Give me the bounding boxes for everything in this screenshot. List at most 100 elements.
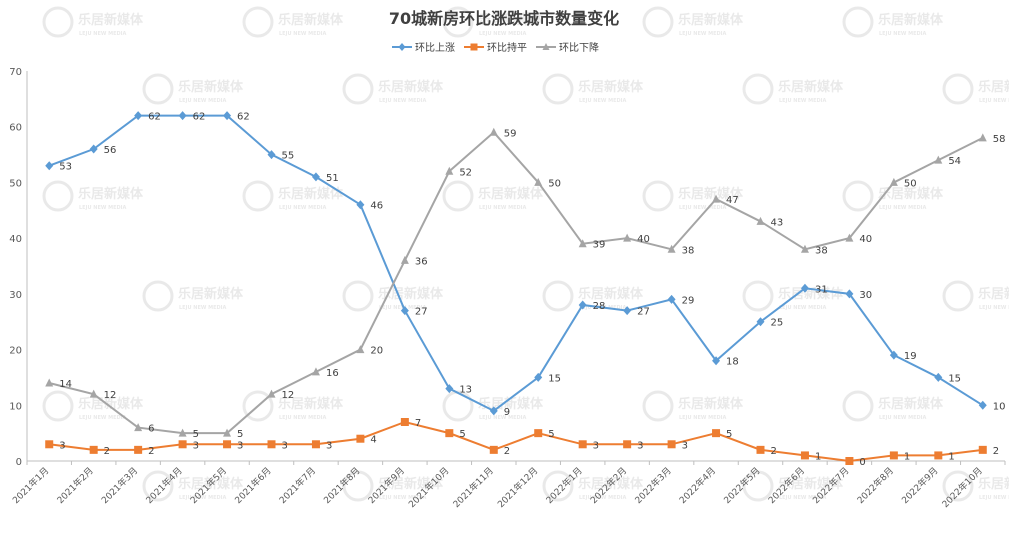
data-point [311, 367, 320, 376]
watermark-logo-icon [342, 73, 374, 105]
watermark-logo-icon [842, 180, 874, 212]
data-point [712, 194, 721, 203]
watermark-logo-icon [242, 390, 274, 422]
data-label: 29 [682, 295, 695, 306]
watermark-subtext: LEJU NEW MEDIA [579, 495, 627, 501]
watermark-logo-icon [342, 470, 374, 502]
data-point [400, 255, 409, 264]
data-label: 27 [637, 307, 650, 318]
watermark-logo-icon [42, 6, 74, 38]
data-label: 5 [726, 429, 732, 440]
watermark-layer: 乐居新媒体 LEJU NEW MEDIA 乐居新媒体 LEJU NEW MEDIA 乐居… [42, 6, 1009, 502]
series-line [48, 130, 984, 435]
data-point [889, 177, 898, 186]
watermark-subtext: LEJU NEW MEDIA [279, 205, 327, 211]
data-point [889, 350, 898, 360]
data-point [756, 445, 765, 454]
watermark-text: 乐居新媒体 [278, 12, 344, 28]
watermark-subtext: LEJU NEW MEDIA [79, 205, 127, 211]
series-diamond: 53 56 62 62 62 55 51 46 27 13 9 15 28 27 29 18 25 31 30 19 1… [45, 111, 1006, 418]
watermark-logo-icon [542, 73, 574, 105]
data-point [134, 111, 143, 121]
x-tick-label: 2021年3月 [99, 465, 140, 506]
legend-label: 环比下降 [559, 41, 599, 54]
data-point [223, 440, 232, 449]
data-label: 56 [104, 145, 117, 156]
data-point [845, 289, 854, 299]
data-point [89, 445, 98, 454]
data-point [178, 440, 187, 449]
data-label: 43 [771, 217, 784, 228]
x-tick-label: 2021年11月 [450, 465, 496, 511]
watermark-subtext: LEJU NEW MEDIA [379, 98, 427, 104]
watermark-subtext: LEJU NEW MEDIA [579, 98, 627, 104]
watermark-text: 乐居新媒体 [378, 79, 444, 95]
data-label: 6 [148, 424, 154, 435]
watermark-logo-icon [442, 6, 474, 38]
data-label: 5 [237, 429, 243, 440]
data-point [134, 423, 143, 432]
data-label: 0 [859, 457, 865, 468]
data-point [889, 451, 898, 460]
data-label: 47 [726, 195, 739, 206]
legend: 环比上涨 环比持平 环比下降 [392, 41, 599, 54]
data-point [356, 200, 365, 210]
data-label: 62 [148, 112, 161, 123]
series-line [49, 420, 983, 463]
data-point [311, 172, 320, 182]
watermark-text: 乐居新媒体 [778, 286, 844, 302]
data-label: 2 [771, 446, 777, 457]
watermark-logo-icon [942, 280, 974, 312]
legend-item: 环比上涨 [392, 42, 455, 54]
watermark-text: 乐居新媒体 [778, 476, 844, 492]
data-label: 3 [282, 440, 288, 451]
data-point [623, 306, 632, 316]
data-label: 1 [904, 451, 910, 462]
data-point [400, 306, 409, 316]
watermark-subtext: LEJU NEW MEDIA [179, 98, 227, 104]
data-label: 25 [771, 318, 784, 329]
watermark-text: 乐居新媒体 [878, 396, 944, 412]
data-point [445, 384, 454, 394]
watermark-text: 乐居新媒体 [678, 396, 744, 412]
watermark-logo-icon [742, 280, 774, 312]
data-label: 14 [59, 379, 72, 390]
legend-label: 环比持平 [487, 41, 527, 54]
series-line [48, 114, 984, 413]
data-label: 5 [193, 429, 199, 440]
watermark-logo-icon [242, 6, 274, 38]
watermark-logo-icon [142, 470, 174, 502]
data-label: 2 [148, 446, 154, 457]
data-point [845, 457, 854, 465]
data-point [267, 389, 276, 398]
watermark-subtext: LEJU NEW MEDIA [479, 415, 527, 421]
watermark-text: 乐居新媒体 [878, 186, 944, 202]
data-point [45, 440, 54, 449]
data-label: 12 [104, 390, 117, 401]
watermark-text: 乐居新媒体 [878, 12, 944, 28]
watermark-logo-icon [142, 280, 174, 312]
data-label: 62 [237, 112, 250, 123]
legend-label: 环比上涨 [415, 42, 455, 54]
y-tick-label: 40 [9, 234, 22, 245]
watermark-subtext: LEJU NEW MEDIA [479, 205, 527, 211]
data-label: 2 [504, 446, 510, 457]
watermark-logo-icon [642, 6, 674, 38]
data-point [756, 216, 765, 225]
watermark-subtext: LEJU NEW MEDIA [79, 415, 127, 421]
data-label: 3 [59, 440, 65, 451]
watermark-logo-icon [742, 73, 774, 105]
data-label: 3 [326, 440, 332, 451]
watermark-logo-icon [142, 73, 174, 105]
